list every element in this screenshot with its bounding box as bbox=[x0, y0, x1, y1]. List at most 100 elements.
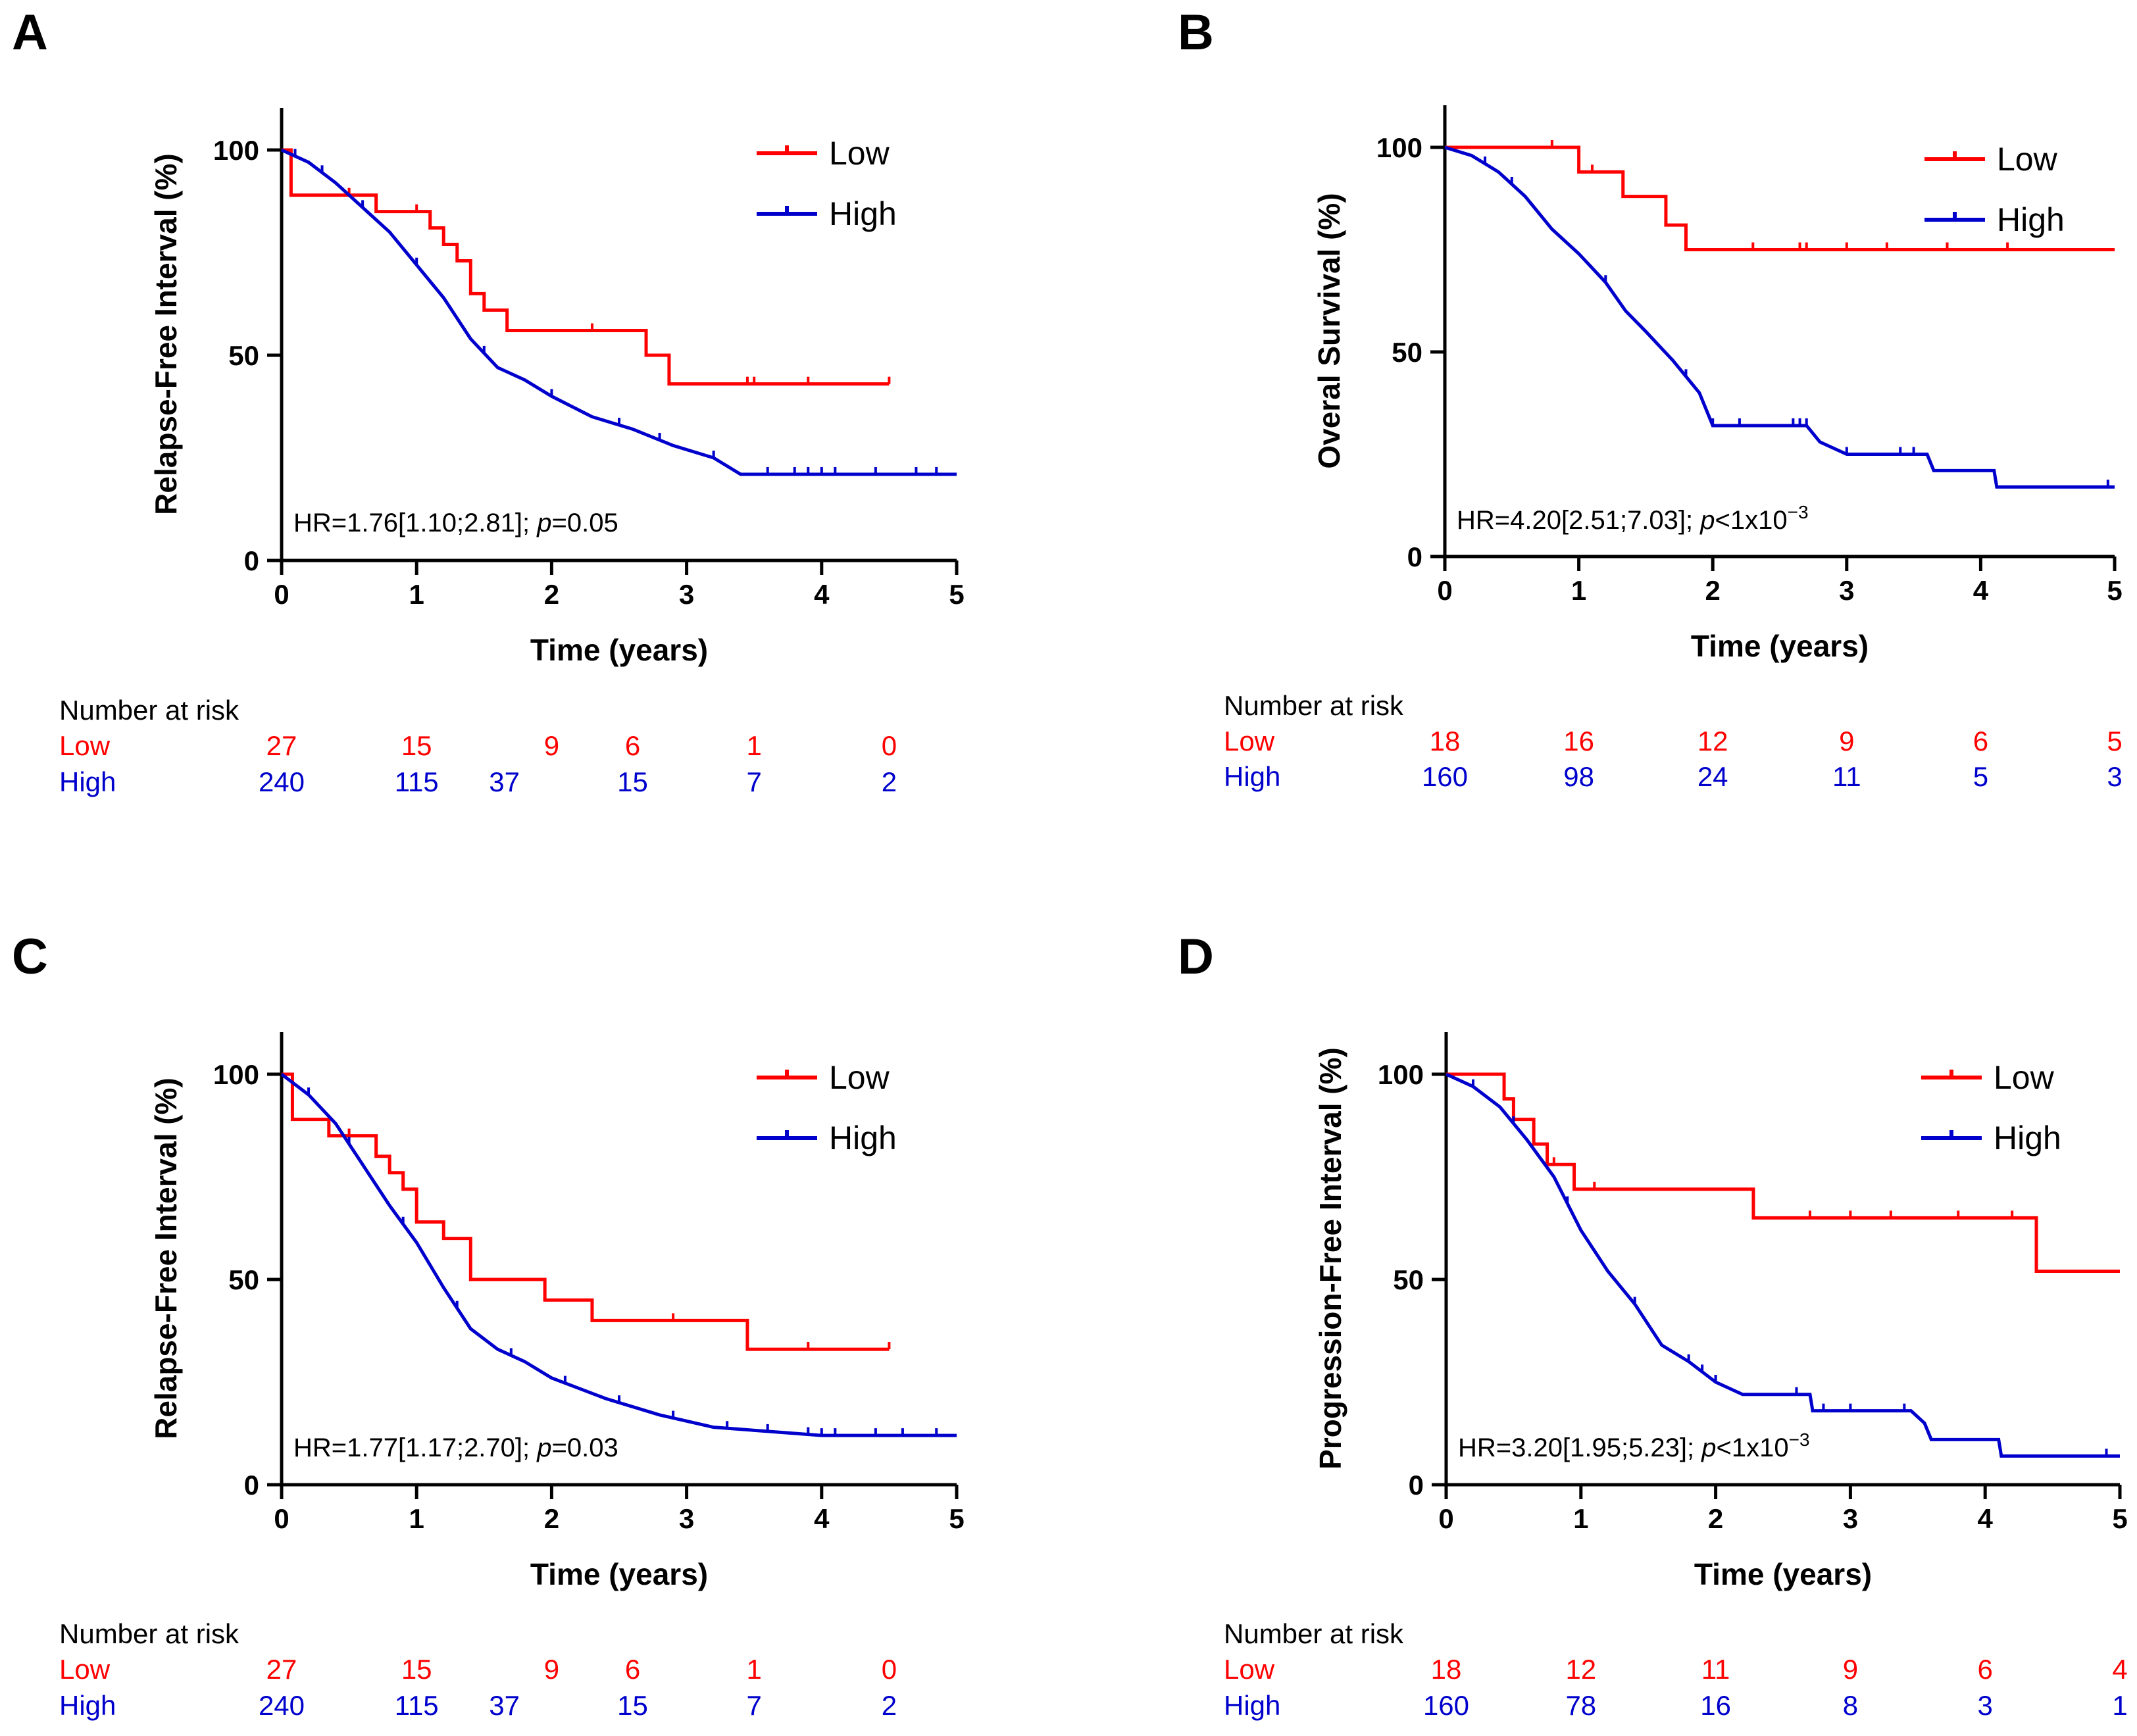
risk-value: 1 bbox=[747, 1654, 762, 1685]
x-axis-title: Time (years) bbox=[530, 1557, 708, 1591]
legend-item-high: High bbox=[1921, 1120, 2061, 1156]
y-axis-title: Progression-Free Interval (%) bbox=[1313, 1047, 1347, 1470]
y-axis-title: Relapse-Free Interval (%) bbox=[149, 1078, 183, 1439]
risk-value: 2 bbox=[882, 766, 897, 797]
hr-pvar: p bbox=[536, 508, 551, 537]
hr-exponent: −3 bbox=[1788, 502, 1809, 522]
risk-value: 24 bbox=[1697, 761, 1728, 792]
risk-value: 6 bbox=[1973, 726, 1988, 756]
x-tick-label: 0 bbox=[1438, 1503, 1453, 1534]
risk-table: Number at risk Low 18 16 12 9 6 5 High 160 98 24 11 5… bbox=[1224, 690, 2123, 792]
risk-value: 240 bbox=[259, 766, 305, 797]
x-tick-label: 1 bbox=[1573, 1503, 1588, 1534]
risk-value: 1 bbox=[2112, 1690, 2127, 1721]
legend-label: Low bbox=[829, 1059, 890, 1096]
x-tick-label: 4 bbox=[814, 579, 830, 610]
risk-value: 15 bbox=[401, 730, 432, 761]
hr-annotation: HR=4.20[2.51;7.03]; p<1x10−3 bbox=[1457, 502, 1809, 535]
risk-value: 3 bbox=[1978, 1690, 1993, 1721]
risk-value: 5 bbox=[2107, 726, 2122, 756]
legend-item-low: Low bbox=[757, 135, 890, 172]
risk-value: 7 bbox=[747, 766, 762, 797]
risk-value: 160 bbox=[1423, 1690, 1469, 1721]
risk-row-label: Low bbox=[1224, 1654, 1275, 1685]
x-tick-label: 0 bbox=[1437, 575, 1452, 606]
hr-prefix: HR=1.76[1.10;2.81]; bbox=[293, 508, 537, 537]
risk-value: 4 bbox=[2112, 1654, 2127, 1685]
risk-value: 18 bbox=[1431, 1654, 1462, 1685]
risk-value: 15 bbox=[401, 1654, 432, 1685]
y-tick-label: 50 bbox=[228, 1264, 259, 1295]
risk-value: 16 bbox=[1563, 726, 1594, 756]
km-curve-low bbox=[1445, 145, 2115, 251]
risk-value: 5 bbox=[1973, 761, 1988, 792]
x-tick-label: 3 bbox=[679, 579, 694, 610]
risk-value: 37 bbox=[489, 1690, 520, 1721]
hr-pvar: p bbox=[1699, 506, 1715, 535]
risk-row-label: High bbox=[1224, 1690, 1280, 1721]
legend-label: Low bbox=[1997, 141, 2058, 178]
risk-value: 98 bbox=[1563, 761, 1594, 792]
risk-value: 160 bbox=[1422, 761, 1468, 792]
hr-pvalue: =0.03 bbox=[552, 1433, 618, 1462]
risk-value: 0 bbox=[882, 730, 897, 761]
risk-value: 12 bbox=[1565, 1654, 1596, 1685]
km-curve-low bbox=[282, 1072, 890, 1351]
risk-value: 11 bbox=[1701, 1654, 1730, 1685]
panel-letter: B bbox=[1178, 5, 1214, 61]
x-tick-label: 5 bbox=[2107, 575, 2122, 606]
x-axis-title: Time (years) bbox=[1691, 629, 1869, 663]
y-tick-label: 100 bbox=[213, 1059, 259, 1090]
hr-prefix: HR=1.77[1.17;2.70]; bbox=[293, 1433, 537, 1462]
risk-table: Number at risk Low 27 15 9 6 1 0 High 240 115 37 15 7… bbox=[59, 695, 897, 797]
hr-pvar: p bbox=[1701, 1433, 1716, 1462]
y-tick-label: 100 bbox=[213, 135, 259, 166]
y-tick-label: 0 bbox=[244, 545, 259, 576]
risk-value: 27 bbox=[266, 730, 297, 761]
hr-pvalue: <1x10 bbox=[1715, 506, 1788, 535]
x-axis-title: Time (years) bbox=[1694, 1557, 1872, 1591]
y-tick-label: 100 bbox=[1378, 1059, 1424, 1090]
hr-annotation: HR=1.77[1.17;2.70]; p=0.03 bbox=[293, 1433, 618, 1462]
y-tick-label: 50 bbox=[1392, 337, 1422, 368]
x-tick-label: 2 bbox=[1705, 575, 1721, 606]
legend-label: High bbox=[829, 195, 897, 232]
series-low bbox=[1446, 1072, 2120, 1274]
risk-table: Number at risk Low 18 12 11 9 6 4 High 160 78 16 8 3 1 bbox=[1224, 1618, 2128, 1721]
x-tick-label: 3 bbox=[1843, 1503, 1858, 1534]
hr-prefix: HR=3.20[1.95;5.23]; bbox=[1458, 1433, 1701, 1462]
x-tick-label: 2 bbox=[544, 579, 559, 610]
series-high bbox=[280, 1073, 957, 1437]
y-axis-title: Relapse-Free Interval (%) bbox=[149, 153, 183, 515]
risk-value: 12 bbox=[1697, 726, 1728, 756]
x-tick-label: 3 bbox=[1839, 575, 1854, 606]
km-panel-c: C 0 50 100 0 1 2 3 4 5 Time (years) Relapse-Free In… bbox=[12, 929, 965, 1721]
risk-value: 15 bbox=[617, 766, 648, 797]
km-panel-a: A 0 50 100 0 1 2 3 4 5 Time (years) Relapse-Free In… bbox=[12, 5, 965, 797]
legend-label: Low bbox=[1994, 1059, 2055, 1096]
hr-pvalue: <1x10 bbox=[1717, 1433, 1789, 1462]
series-high bbox=[1444, 145, 2115, 489]
risk-value: 115 bbox=[395, 1690, 439, 1721]
x-tick-label: 4 bbox=[814, 1503, 830, 1534]
hr-exponent: −3 bbox=[1789, 1429, 1810, 1450]
panel-letter: A bbox=[12, 5, 48, 61]
x-tick-label: 1 bbox=[1571, 575, 1586, 606]
risk-value: 11 bbox=[1832, 761, 1861, 792]
legend-label: High bbox=[1994, 1120, 2061, 1156]
legend-item-high: High bbox=[1924, 201, 2065, 238]
hr-pvar: p bbox=[536, 1433, 551, 1462]
legend-item-low: Low bbox=[757, 1059, 890, 1096]
legend-item-low: Low bbox=[1921, 1059, 2055, 1096]
risk-value: 3 bbox=[2107, 761, 2122, 792]
risk-row-label: High bbox=[59, 766, 116, 797]
risk-row-label: Low bbox=[59, 1654, 111, 1685]
risk-value: 18 bbox=[1430, 726, 1461, 756]
y-axis-title: Overal Survival (%) bbox=[1312, 193, 1346, 468]
x-tick-label: 1 bbox=[409, 1503, 424, 1534]
legend-label: Low bbox=[829, 135, 890, 172]
hr-pvalue: =0.05 bbox=[552, 508, 618, 537]
